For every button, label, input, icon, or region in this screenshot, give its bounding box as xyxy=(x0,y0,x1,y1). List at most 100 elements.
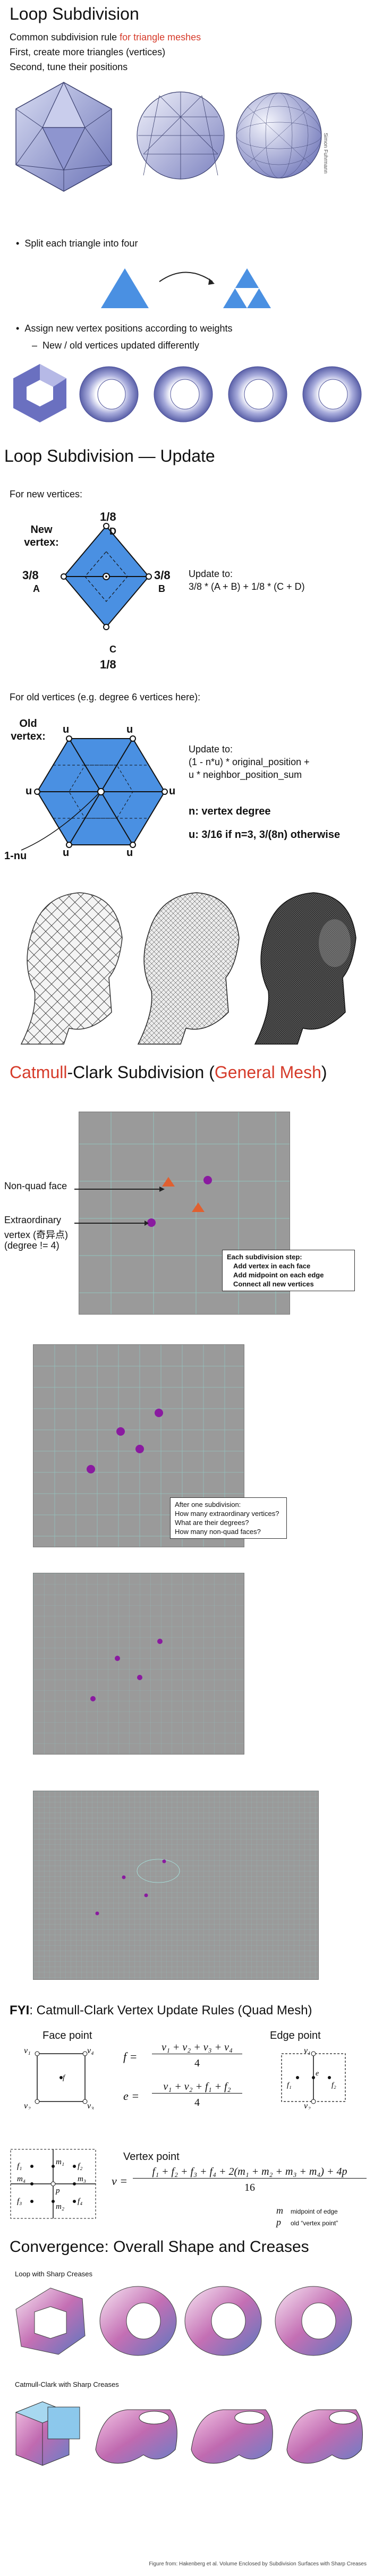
sec1-credit: Simon Fuhrmann xyxy=(322,133,328,174)
after-1: After one subdivision: xyxy=(175,1501,241,1509)
step-1: Add vertex in each face xyxy=(233,1262,311,1270)
u-label-5: u xyxy=(63,847,70,859)
loop-crease-sequence xyxy=(15,2286,352,2356)
sec1-title: Loop Subdivision xyxy=(10,4,139,23)
edge-point-label: Edge point xyxy=(270,2030,321,2041)
old-vertex-diagram xyxy=(21,735,168,851)
icosahedron-fine xyxy=(236,92,322,179)
v-eq-den: 16 xyxy=(244,2182,255,2193)
torus-sequence xyxy=(13,364,362,422)
sec4-title: FYI: Catmull-Clark Vertex Update Rules (… xyxy=(10,2003,312,2018)
legend-m: m midpoint of edge xyxy=(276,2205,338,2216)
face-point-diagram: v₁ v₄ v₂ v₃ f xyxy=(24,2046,94,2109)
svg-text:v₂: v₂ xyxy=(304,2102,311,2109)
label-D: D xyxy=(109,526,116,537)
vertex-point-diagram: f₁ f₂ f₃ f₄ m₁ m₂ m₄ m₃ p xyxy=(10,2149,96,2219)
u-label-6: u xyxy=(26,785,32,797)
svg-text:f₁: f₁ xyxy=(17,2162,22,2171)
svg-text:m₂: m₂ xyxy=(56,2202,64,2211)
weight-right: 3/8 xyxy=(154,569,171,582)
loop-crease-0 xyxy=(15,2287,86,2355)
cc-crease-sequence xyxy=(15,2401,363,2466)
sec2-old-vertex-label: Old vertex: xyxy=(11,718,46,742)
extraordinary-label-1: Extraordinary xyxy=(4,1215,62,1225)
after-one-subdivision-note: After one subdivision: How many extraord… xyxy=(170,1497,287,1539)
legend-p-symbol: p xyxy=(276,2217,281,2227)
extraordinary-label-2: vertex (奇异点) xyxy=(4,1230,69,1240)
extraordinary-label-3: (degree != 4) xyxy=(4,1240,60,1251)
e-eq-lhs-text: e xyxy=(123,2089,129,2103)
loop-crease-2 xyxy=(184,2286,262,2356)
step-title: Each subdivision step: xyxy=(227,1253,302,1261)
subdivision-step-note: Each subdivision step: Add vertex in eac… xyxy=(222,1250,355,1291)
sec1-sub-bullet: New / old vertices updated differently xyxy=(32,340,199,351)
icosahedron-sequence xyxy=(15,81,322,192)
svg-text:f₂: f₂ xyxy=(332,2081,336,2089)
sec5-title: Convergence: Overall Shape and Creases xyxy=(10,2238,309,2256)
one-minus-nu-label: 1-nu xyxy=(4,850,27,862)
sec3-title: Catmull-Clark Subdivision (General Mesh) xyxy=(10,1063,327,1082)
triangle-before xyxy=(101,268,149,308)
label-B: B xyxy=(158,583,165,594)
loop-crease-1 xyxy=(99,2286,177,2356)
weight-top: 1/8 xyxy=(100,510,116,523)
cc-panel-2 xyxy=(33,1573,244,1755)
after-3: What are their degrees? xyxy=(175,1519,249,1527)
e-eq-den: 4 xyxy=(194,2097,200,2108)
sec1-line3: Second, tune their positions xyxy=(10,62,128,72)
sec2-title: Loop Subdivision — Update xyxy=(4,446,215,465)
sec2-old-formula-1: (1 - n*u) * original_position + xyxy=(189,757,310,767)
icosahedron-medium xyxy=(137,91,225,180)
head-coarse xyxy=(20,892,123,1045)
svg-text:f₁: f₁ xyxy=(287,2081,292,2089)
label-A: A xyxy=(33,583,40,594)
sec2-update-to-old: Update to: xyxy=(189,744,233,755)
svg-text:m₁: m₁ xyxy=(56,2158,64,2166)
legend-p: p old “vertex point” xyxy=(276,2217,338,2228)
sec2-old-vertices: For old vertices (e.g. degree 6 vertices… xyxy=(10,692,201,702)
figure-credit: Figure from: Hakenberg et al. Volume Enc… xyxy=(149,2561,367,2567)
sec1-line2: First, create more triangles (vertices) xyxy=(10,47,166,57)
svg-text:e: e xyxy=(316,2070,319,2078)
svg-text:v₁: v₁ xyxy=(24,2046,31,2055)
f-eq-num: v₁ + v₂ + v₃ + v₄ xyxy=(152,2041,242,2054)
legend-m-desc: midpoint of edge xyxy=(291,2208,338,2215)
weight-bottom: 1/8 xyxy=(100,658,116,671)
u-label-1: u xyxy=(63,724,70,735)
sec4-title-rest: : Catmull-Clark Vertex Update Rules (Qua… xyxy=(29,2003,312,2018)
loop-creases-label: Loop with Sharp Creases xyxy=(15,2270,92,2278)
svg-text:f₃: f₃ xyxy=(17,2197,22,2206)
svg-text:p: p xyxy=(55,2187,60,2195)
sec3-title-c: General Mesh xyxy=(214,1063,321,1082)
torus-level-3 xyxy=(228,366,287,422)
sec1-line1-highlight: for triangle meshes xyxy=(120,32,201,43)
sec2-old-formula-2: u * neighbor_position_sum xyxy=(189,769,302,780)
sec2-new-vertices: For new vertices: xyxy=(10,489,83,499)
head-fine xyxy=(254,892,356,1045)
sec2-n-def: n: vertex degree xyxy=(189,806,271,817)
step-3: Connect all new vertices xyxy=(233,1280,314,1288)
edge-point-diagram: v₁ v₂ f₁ f₂ e xyxy=(281,2046,346,2109)
triangle-split-diagram xyxy=(101,268,271,308)
f-eq-lhs: f = xyxy=(123,2050,138,2063)
u-label-2: u xyxy=(126,724,133,735)
svg-text:m₃: m₃ xyxy=(78,2175,86,2183)
nonquad-arrow-icon xyxy=(74,1187,165,1192)
sec1-bullet-assign: Assign new vertex positions according to… xyxy=(16,323,232,334)
svg-text:f₄: f₄ xyxy=(78,2197,82,2206)
step-2: Add midpoint on each edge xyxy=(233,1271,324,1279)
f-eq-den: 4 xyxy=(194,2057,200,2069)
sec2-new-vertex-label: New vertex: xyxy=(24,524,59,548)
extraordinary-arrow-icon xyxy=(74,1221,149,1226)
v-eq-num: f₁ + f₂ + f₃ + f₄ + 2(m₁ + m₂ + m₃ + m₄)… xyxy=(133,2166,367,2179)
sec4-fyi: FYI xyxy=(10,2003,30,2018)
u-label-3: u xyxy=(169,785,176,797)
vertex-point-label: Vertex point xyxy=(123,2151,180,2163)
svg-text:v₂: v₂ xyxy=(24,2102,31,2109)
nonquad-label: Non-quad face xyxy=(4,1181,67,1191)
extraordinary-vertex-2 xyxy=(147,1218,156,1227)
f-eq-lhs-text: f xyxy=(123,2050,127,2063)
sec2-update-to-new: Update to: xyxy=(189,569,233,579)
e-eq-lhs: e = xyxy=(123,2089,140,2103)
cc-crease-1 xyxy=(95,2409,177,2464)
